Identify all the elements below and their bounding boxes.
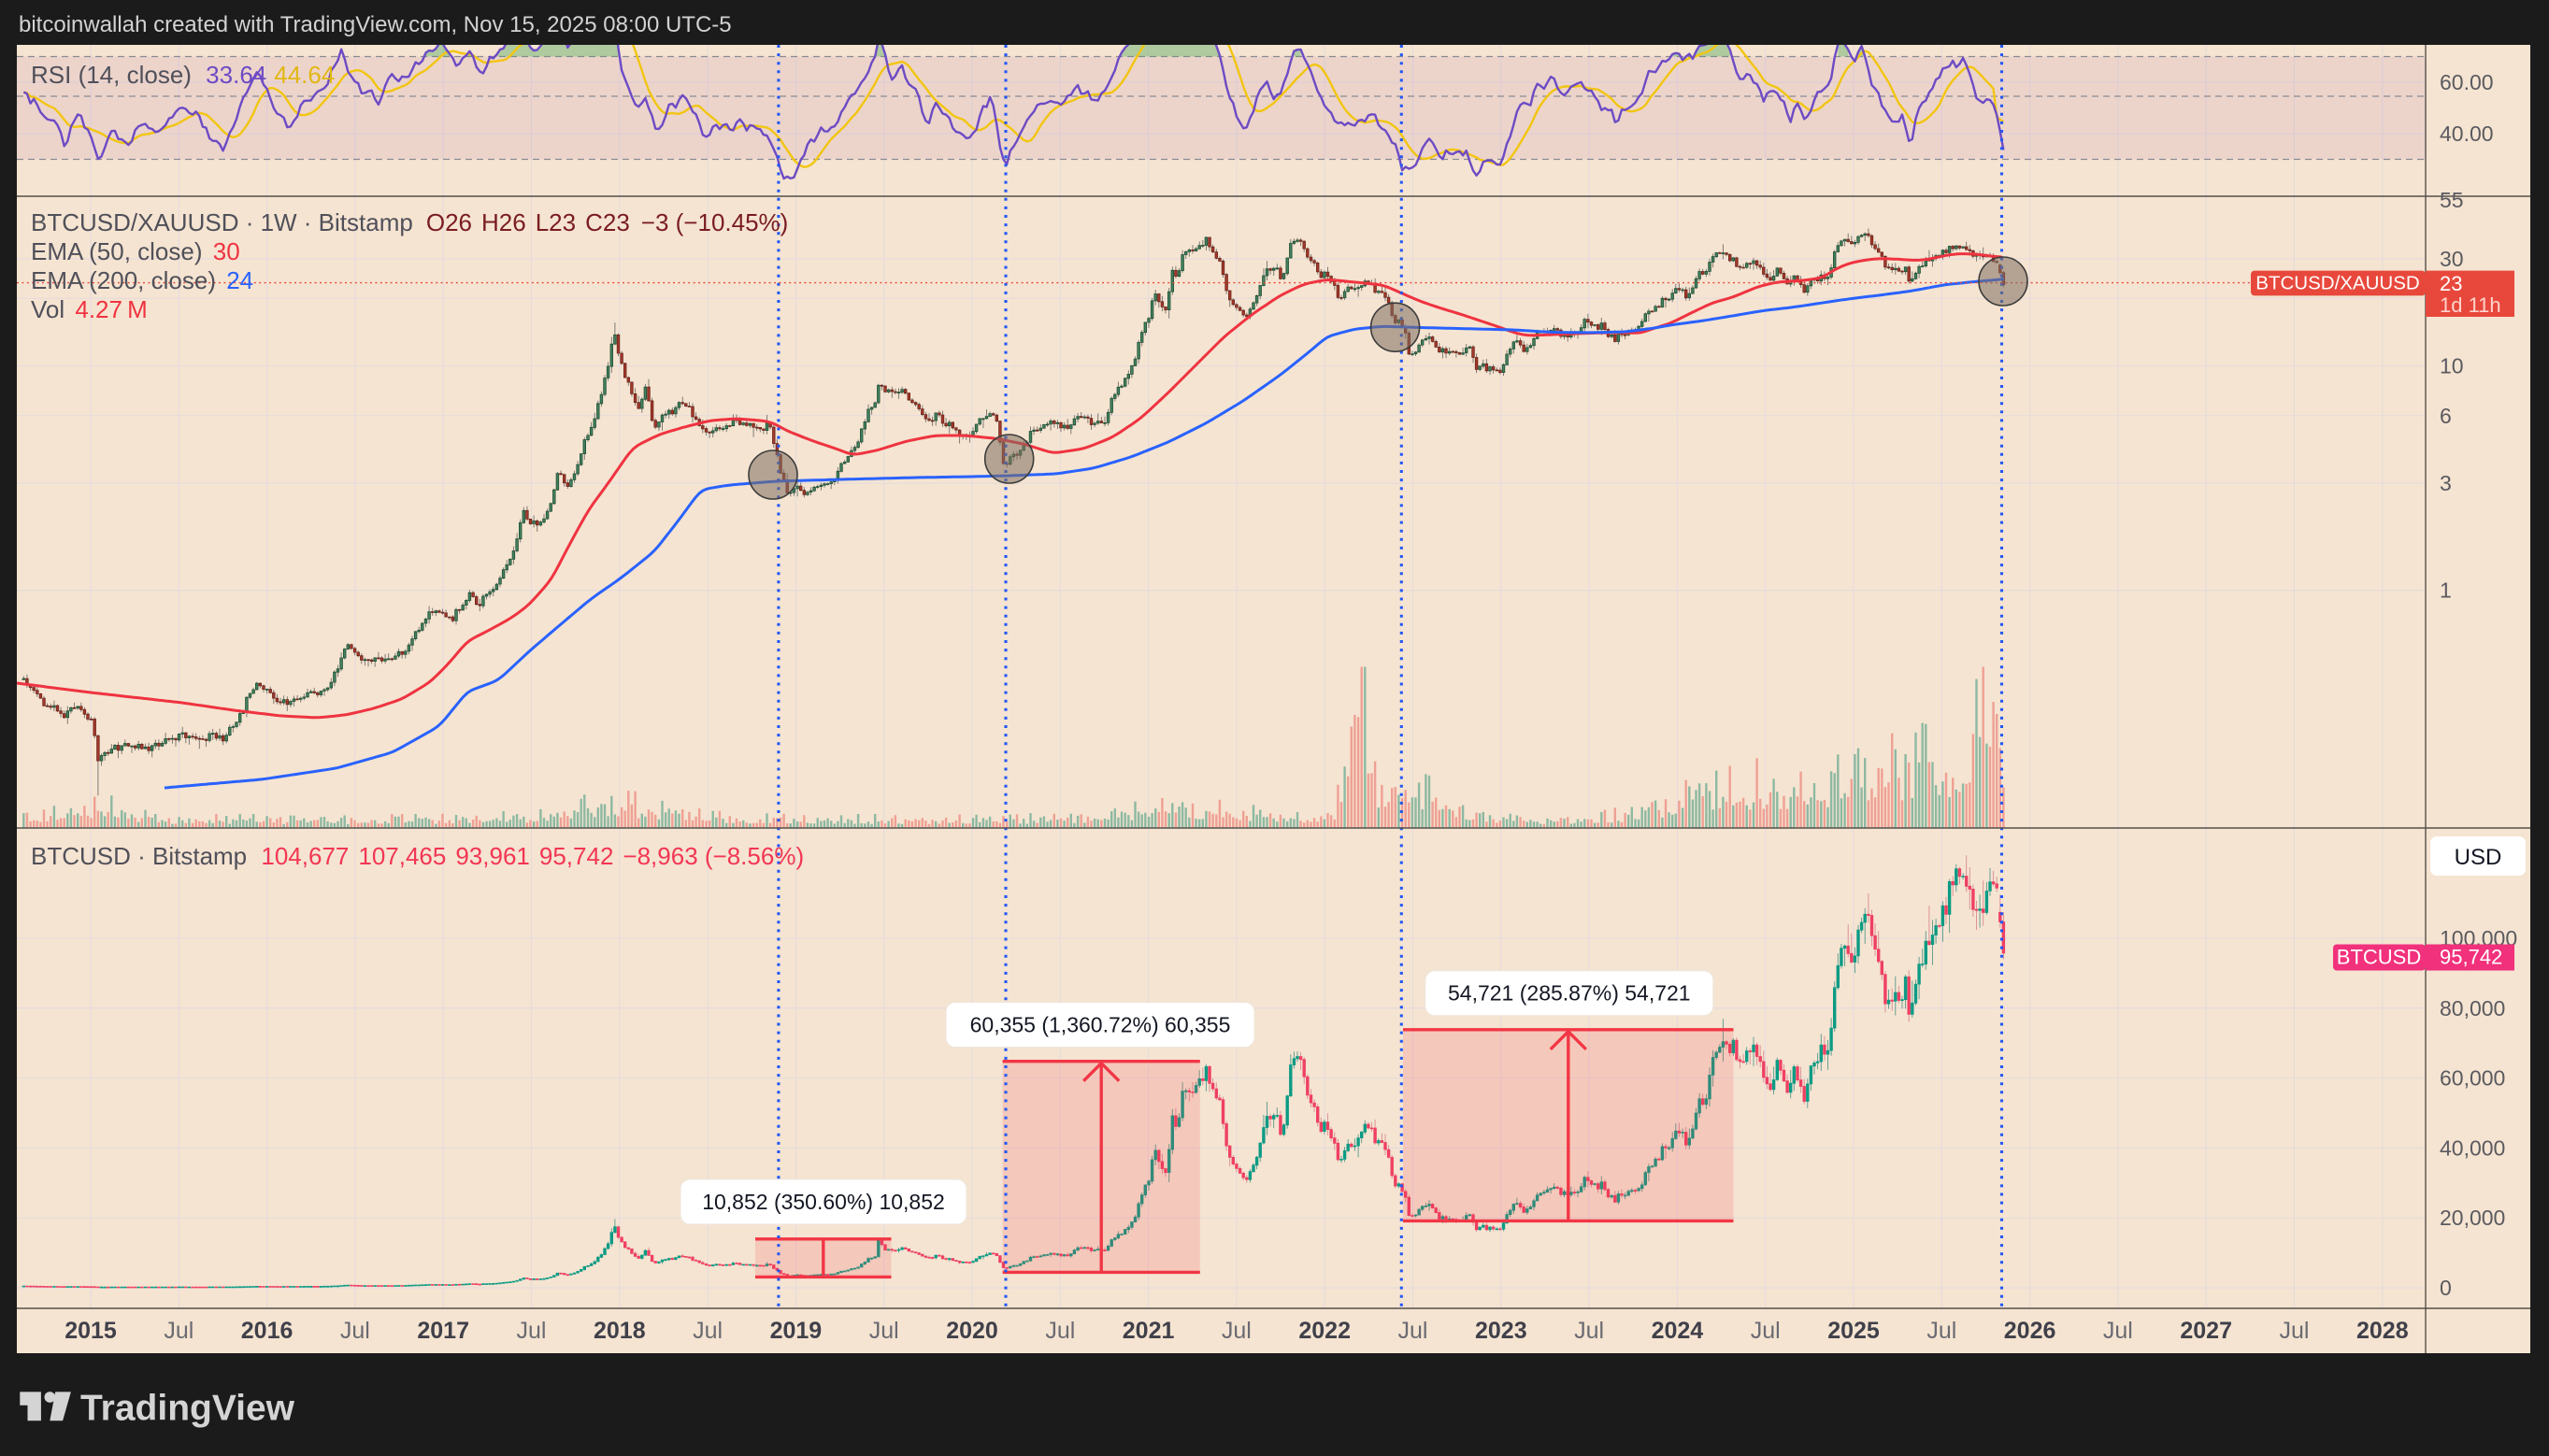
svg-text:EMA (200, close) 24: EMA (200, close) 24 xyxy=(31,266,253,294)
svg-text:Jul: Jul xyxy=(1398,1318,1428,1344)
svg-text:40,000: 40,000 xyxy=(2440,1136,2505,1161)
svg-text:2025: 2025 xyxy=(1827,1318,1880,1344)
svg-text:2015: 2015 xyxy=(64,1318,117,1344)
svg-text:60.00: 60.00 xyxy=(2440,70,2494,94)
svg-text:EMA (50, close) 30: EMA (50, close) 30 xyxy=(31,237,240,265)
svg-text:Vol 4.27 M: Vol 4.27 M xyxy=(31,295,148,323)
svg-text:Jul: Jul xyxy=(1222,1318,1252,1344)
svg-text:Jul: Jul xyxy=(1045,1318,1075,1344)
svg-text:Jul: Jul xyxy=(340,1318,370,1344)
svg-text:60,000: 60,000 xyxy=(2440,1066,2505,1091)
svg-text:2022: 2022 xyxy=(1298,1318,1351,1344)
svg-text:BTCUSD: BTCUSD xyxy=(2337,946,2421,969)
svg-text:2019: 2019 xyxy=(770,1318,823,1344)
svg-text:Jul: Jul xyxy=(1751,1318,1781,1344)
svg-text:30: 30 xyxy=(2440,247,2464,271)
svg-text:Jul: Jul xyxy=(2280,1318,2310,1344)
svg-text:80,000: 80,000 xyxy=(2440,996,2505,1021)
svg-text:USD: USD xyxy=(2455,845,2502,870)
svg-text:Jul: Jul xyxy=(2103,1318,2133,1344)
svg-text:20,000: 20,000 xyxy=(2440,1206,2505,1230)
svg-text:40.00: 40.00 xyxy=(2440,121,2494,146)
svg-text:2027: 2027 xyxy=(2180,1318,2232,1344)
svg-text:1d 11h: 1d 11h xyxy=(2440,293,2501,317)
svg-text:6: 6 xyxy=(2440,404,2452,428)
svg-text:1: 1 xyxy=(2440,578,2452,603)
svg-text:2018: 2018 xyxy=(594,1318,646,1344)
svg-text:Jul: Jul xyxy=(869,1318,899,1344)
svg-text:2024: 2024 xyxy=(1652,1318,1704,1344)
svg-text:55: 55 xyxy=(2440,188,2464,212)
svg-text:Jul: Jul xyxy=(517,1318,547,1344)
svg-text:Jul: Jul xyxy=(1926,1318,1956,1344)
svg-text:95,742: 95,742 xyxy=(2440,946,2502,969)
svg-text:2028: 2028 xyxy=(2356,1318,2409,1344)
svg-text:0: 0 xyxy=(2440,1276,2452,1300)
svg-text:60,355 (1,360.72%) 60,355: 60,355 (1,360.72%) 60,355 xyxy=(970,1013,1231,1037)
svg-text:10,852 (350.60%) 10,852: 10,852 (350.60%) 10,852 xyxy=(702,1190,945,1214)
svg-text:Jul: Jul xyxy=(693,1318,723,1344)
svg-text:23: 23 xyxy=(2440,272,2462,295)
svg-text:2020: 2020 xyxy=(946,1318,998,1344)
svg-text:bitcoinwallah created with Tra: bitcoinwallah created with TradingView.c… xyxy=(19,12,732,37)
svg-text:10: 10 xyxy=(2440,354,2464,378)
svg-text:TradingView: TradingView xyxy=(80,1389,295,1429)
svg-text:BTCUSD/XAUUSD: BTCUSD/XAUUSD xyxy=(2255,273,2419,294)
svg-text:Jul: Jul xyxy=(164,1318,193,1344)
svg-text:3: 3 xyxy=(2440,471,2452,495)
svg-text:Jul: Jul xyxy=(1574,1318,1604,1344)
svg-text:54,721 (285.87%) 54,721: 54,721 (285.87%) 54,721 xyxy=(1448,981,1691,1006)
svg-text:2017: 2017 xyxy=(417,1318,469,1344)
svg-text:2021: 2021 xyxy=(1123,1318,1175,1344)
svg-text:2016: 2016 xyxy=(241,1318,294,1344)
svg-text:2026: 2026 xyxy=(2004,1318,2056,1344)
svg-text:2023: 2023 xyxy=(1475,1318,1527,1344)
